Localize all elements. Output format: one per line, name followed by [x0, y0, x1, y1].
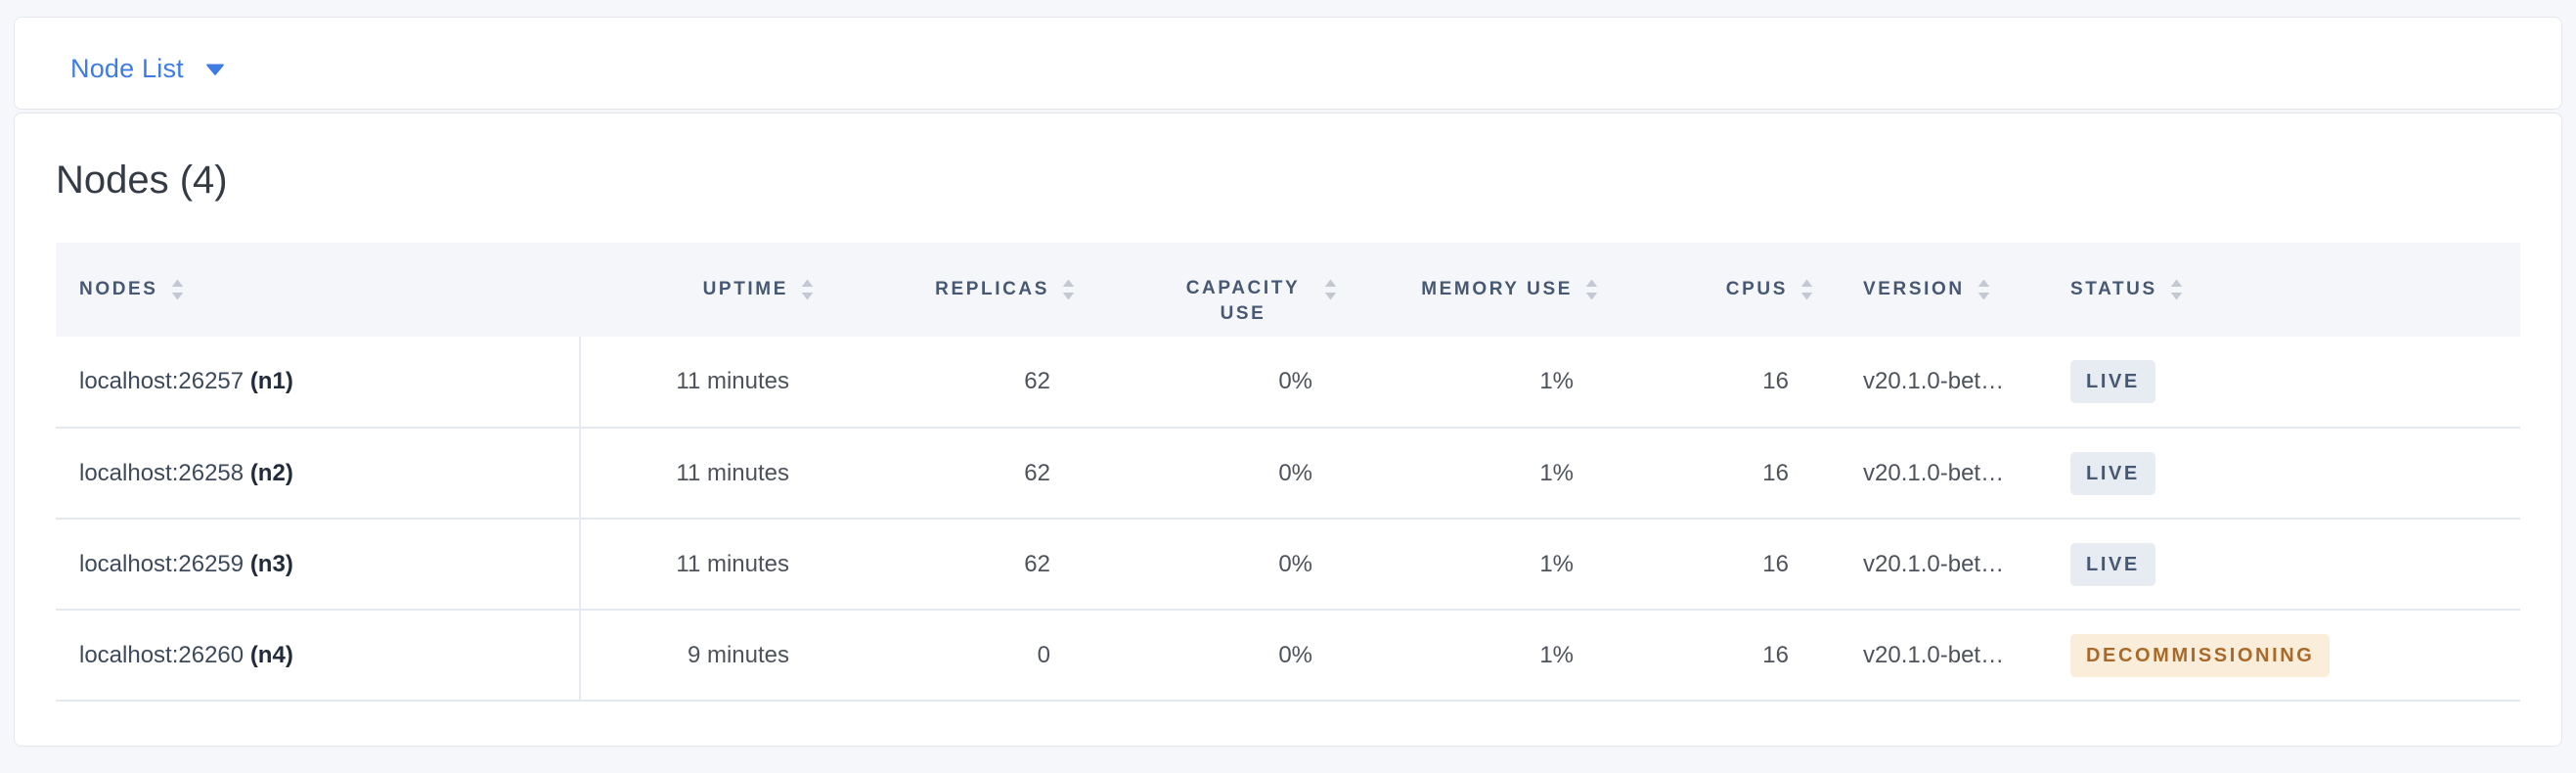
status-cell: DECOMMISSIONING: [2049, 610, 2520, 702]
node-id: (n1): [249, 368, 293, 394]
table-row[interactable]: localhost:26258 (n2) 11 minutes 62 0% 1%…: [56, 428, 2520, 520]
replicas-cell: 62: [815, 428, 1076, 520]
status-badge: LIVE: [2070, 451, 2155, 495]
status-cell: LIVE: [2049, 337, 2520, 429]
node-address: localhost:26259: [79, 550, 244, 577]
cpus-cell: 16: [1599, 610, 1814, 702]
sort-arrows-icon: [1800, 279, 1813, 300]
version-cell: v20.1.0-bet…: [1814, 519, 2049, 611]
sort-arrows-icon: [801, 279, 814, 300]
node-cell: localhost:26259 (n3): [56, 519, 581, 611]
column-label: NODES: [79, 279, 158, 299]
cpus-cell: 16: [1599, 519, 1814, 611]
capacity-use-cell: 0%: [1076, 610, 1338, 702]
version-cell: v20.1.0-bet…: [1814, 428, 2049, 520]
column-header-version[interactable]: VERSION: [1814, 243, 2049, 337]
status-cell: LIVE: [2049, 428, 2520, 520]
node-address: localhost:26258: [79, 459, 244, 486]
sort-arrows-icon: [2170, 279, 2182, 300]
replicas-cell: 0: [815, 610, 1076, 702]
node-address: localhost:26260: [79, 641, 244, 668]
cpus-cell: 16: [1599, 428, 1814, 520]
column-label: UPTIME: [702, 279, 788, 299]
column-label: CPUS: [1725, 279, 1788, 299]
sort-arrows-icon: [1585, 279, 1598, 300]
caret-down-icon: [206, 64, 224, 75]
uptime-cell: 11 minutes: [580, 428, 815, 520]
sort-arrows-icon: [1977, 279, 1989, 300]
replicas-cell: 62: [815, 519, 1076, 611]
uptime-cell: 11 minutes: [580, 519, 815, 611]
column-label: REPLICAS: [935, 279, 1049, 299]
cpus-cell: 16: [1599, 337, 1814, 429]
node-id: (n2): [249, 459, 293, 486]
column-label: VERSION: [1863, 279, 1965, 299]
nodes-panel: Nodes (4) NODES UPTIME REPLIC: [14, 113, 2562, 747]
panel-title: Nodes (4): [56, 159, 228, 202]
table-header: NODES UPTIME REPLICAS CAPACITY USE: [56, 243, 2520, 337]
uptime-cell: 9 minutes: [580, 610, 815, 702]
uptime-cell: 11 minutes: [580, 337, 815, 429]
sort-arrows-icon: [1324, 279, 1337, 300]
version-cell: v20.1.0-bet…: [1814, 337, 2049, 429]
replicas-cell: 62: [815, 337, 1076, 429]
column-label: STATUS: [2070, 279, 2157, 299]
sort-arrows-icon: [1062, 279, 1075, 300]
table-row[interactable]: localhost:26257 (n1) 11 minutes 62 0% 1%…: [56, 337, 2520, 429]
column-header-uptime[interactable]: UPTIME: [580, 243, 815, 337]
column-label: CAPACITY USE: [1185, 278, 1301, 324]
column-header-status[interactable]: STATUS: [2049, 243, 2520, 337]
column-header-nodes[interactable]: NODES: [56, 243, 580, 337]
view-dropdown[interactable]: Node List: [70, 54, 225, 84]
status-badge: LIVE: [2070, 542, 2155, 586]
version-cell: v20.1.0-bet…: [1814, 610, 2049, 702]
status-cell: LIVE: [2049, 519, 2520, 611]
table-row[interactable]: localhost:26259 (n3) 11 minutes 62 0% 1%…: [56, 519, 2520, 611]
memory-use-cell: 1%: [1338, 519, 1599, 611]
memory-use-cell: 1%: [1338, 428, 1599, 520]
table-body: localhost:26257 (n1) 11 minutes 62 0% 1%…: [56, 337, 2520, 702]
column-header-replicas[interactable]: REPLICAS: [815, 243, 1076, 337]
capacity-use-cell: 0%: [1076, 519, 1338, 611]
sort-arrows-icon: [171, 279, 183, 300]
node-id: (n4): [249, 641, 293, 668]
node-cell: localhost:26258 (n2): [56, 428, 581, 520]
node-cell: localhost:26260 (n4): [56, 610, 581, 702]
capacity-use-cell: 0%: [1076, 428, 1338, 520]
nodes-table: NODES UPTIME REPLICAS CAPACITY USE: [56, 243, 2520, 702]
status-badge: LIVE: [2070, 360, 2155, 403]
view-selector-bar: Node List: [14, 17, 2562, 110]
memory-use-cell: 1%: [1338, 610, 1599, 702]
column-header-capacity-use[interactable]: CAPACITY USE: [1076, 243, 1338, 337]
node-cell: localhost:26257 (n1): [56, 337, 581, 429]
memory-use-cell: 1%: [1338, 337, 1599, 429]
node-id: (n3): [249, 550, 293, 577]
column-header-cpus[interactable]: CPUS: [1599, 243, 1814, 337]
column-header-memory-use[interactable]: MEMORY USE: [1338, 243, 1599, 337]
column-label: MEMORY USE: [1421, 279, 1573, 299]
status-badge: DECOMMISSIONING: [2070, 633, 2331, 677]
node-address: localhost:26257: [79, 368, 244, 394]
capacity-use-cell: 0%: [1076, 337, 1338, 429]
view-dropdown-label: Node List: [70, 54, 184, 83]
table-row[interactable]: localhost:26260 (n4) 9 minutes 0 0% 1% 1…: [56, 610, 2520, 702]
